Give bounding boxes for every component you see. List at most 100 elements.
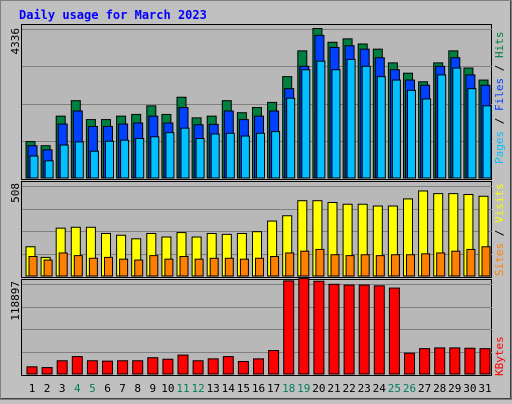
sites-bar bbox=[43, 259, 53, 277]
x-tick-label: 24 bbox=[373, 382, 387, 395]
legend-sites: Sites bbox=[493, 243, 506, 276]
kbytes-bar bbox=[86, 360, 98, 375]
pages-bar bbox=[74, 141, 84, 179]
pages-bar bbox=[240, 135, 250, 179]
kbytes-bar bbox=[147, 357, 159, 375]
legend-pages: Pages bbox=[493, 131, 506, 164]
sites-bar bbox=[209, 257, 219, 277]
pages-bar bbox=[376, 76, 386, 179]
kbytes-bar bbox=[177, 354, 189, 375]
pages-bar bbox=[29, 155, 39, 179]
pages-bar bbox=[59, 144, 69, 179]
sites-bar bbox=[239, 258, 249, 277]
x-tick-label: 28 bbox=[433, 382, 446, 395]
visits-sites-legend: Sites / Visits bbox=[493, 183, 506, 276]
kbytes-bar bbox=[434, 347, 446, 375]
pages-bar bbox=[120, 139, 130, 179]
sites-bar bbox=[421, 253, 431, 277]
pages-bar bbox=[482, 105, 492, 179]
sites-bar bbox=[179, 256, 189, 277]
kbytes-bar bbox=[41, 367, 53, 375]
kbytes-bar bbox=[192, 360, 204, 375]
sites-bar bbox=[300, 250, 310, 277]
x-tick-label: 9 bbox=[149, 382, 156, 395]
sites-bar bbox=[345, 255, 355, 277]
sites-bar bbox=[88, 257, 98, 277]
x-tick-label: 21 bbox=[327, 382, 340, 395]
kbytes-bar bbox=[237, 361, 249, 375]
x-tick-label: 22 bbox=[342, 382, 355, 395]
sites-bar bbox=[481, 246, 491, 277]
pages-bar bbox=[407, 89, 416, 179]
x-tick-label: 19 bbox=[297, 382, 310, 395]
pages-bar bbox=[467, 88, 477, 179]
pages-bar bbox=[271, 131, 281, 179]
x-tick-label: 26 bbox=[403, 382, 416, 395]
pages-bar bbox=[452, 67, 462, 179]
kbytes-bar bbox=[373, 285, 385, 375]
x-tick-label: 12 bbox=[191, 382, 204, 395]
sites-bar bbox=[330, 254, 340, 277]
sites-bar bbox=[149, 255, 159, 277]
kbytes-bar bbox=[388, 287, 400, 375]
sites-bar bbox=[58, 252, 68, 277]
pages-bar bbox=[89, 150, 99, 179]
sites-bar bbox=[406, 254, 415, 277]
pages-bar bbox=[195, 137, 205, 179]
kbytes-bar bbox=[132, 360, 144, 375]
kbytes-bar bbox=[358, 284, 370, 375]
pages-bar bbox=[44, 160, 54, 179]
x-tick-label: 10 bbox=[161, 382, 174, 395]
legend-sep2: / bbox=[493, 58, 506, 78]
kbytes-bar bbox=[283, 280, 295, 375]
pages-bar bbox=[286, 97, 296, 179]
sites-bar bbox=[375, 255, 385, 277]
pages-bar bbox=[331, 69, 341, 179]
kbytes-bar bbox=[253, 358, 264, 375]
kbytes-bar bbox=[56, 360, 68, 375]
kbytes-bar bbox=[343, 284, 355, 375]
pages-bar bbox=[437, 74, 447, 179]
x-tick-label: 23 bbox=[358, 382, 371, 395]
x-tick-label: 31 bbox=[478, 382, 491, 395]
pages-bar bbox=[210, 133, 220, 179]
legend-visits: Visits bbox=[493, 183, 506, 223]
sites-bar bbox=[360, 254, 370, 277]
hits-ymax-label: 4336 bbox=[9, 28, 22, 55]
sites-bar bbox=[436, 252, 446, 277]
legend-sep1: / bbox=[493, 111, 506, 131]
x-tick-label: 7 bbox=[119, 382, 126, 395]
kbytes-bar bbox=[298, 278, 310, 375]
pages-bar bbox=[361, 65, 371, 179]
visits-ymax-label: 508 bbox=[9, 183, 22, 203]
kbytes-bar bbox=[404, 352, 415, 375]
x-axis-labels: 1 2 3 4 5 6 7 8 9 10 11 12 13 14 15 16 17 18 19 20 21 22 23 24 2… bbox=[29, 382, 492, 395]
kbytes-bar bbox=[102, 360, 113, 375]
kbytes-bar bbox=[328, 283, 340, 375]
kbytes-bar bbox=[207, 358, 219, 375]
bar-layer bbox=[25, 28, 492, 375]
sites-bar bbox=[451, 250, 461, 277]
sites-bar bbox=[119, 258, 129, 277]
kbytes-bar bbox=[419, 348, 431, 375]
pages-bar bbox=[256, 132, 265, 179]
x-tick-label: 8 bbox=[134, 382, 141, 395]
kbytes-bar bbox=[268, 350, 280, 375]
kbytes-bar bbox=[313, 280, 325, 375]
sites-bar bbox=[164, 258, 174, 277]
x-tick-label: 30 bbox=[463, 382, 476, 395]
legend-hits: Hits bbox=[493, 32, 506, 59]
sites-bar bbox=[285, 252, 295, 277]
pages-bar bbox=[316, 60, 326, 179]
x-tick-label: 16 bbox=[252, 382, 265, 395]
sites-bar bbox=[28, 256, 38, 277]
sites-bar bbox=[390, 254, 400, 277]
x-tick-label: 17 bbox=[267, 382, 280, 395]
x-tick-label: 13 bbox=[207, 382, 220, 395]
sites-bar bbox=[466, 248, 476, 277]
x-tick-label: 11 bbox=[176, 382, 189, 395]
kbytes-bar bbox=[464, 347, 476, 375]
x-tick-label: 14 bbox=[222, 382, 236, 395]
sites-bar bbox=[194, 258, 204, 277]
